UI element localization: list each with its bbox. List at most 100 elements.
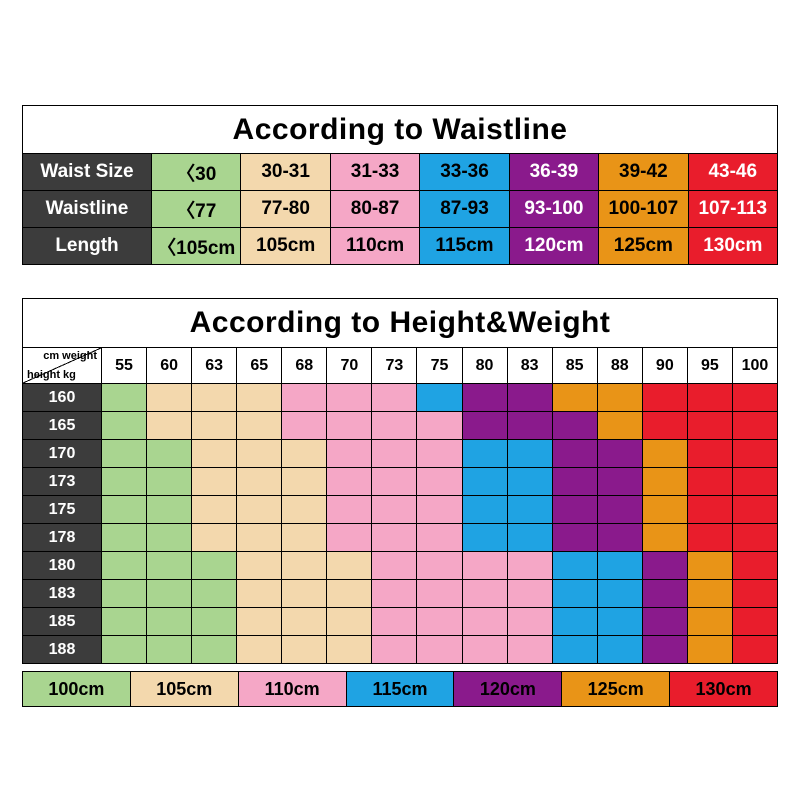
size-cell-100cm	[102, 552, 147, 579]
size-cell-130cm	[732, 636, 777, 663]
length-cell: 110cm	[330, 228, 420, 264]
size-cell-120cm	[552, 468, 597, 495]
size-cell-120cm	[552, 440, 597, 467]
waistline-cell: 87-93	[420, 191, 509, 227]
size-cell-105cm	[237, 384, 282, 411]
size-cell-130cm	[732, 468, 777, 495]
legend-item-115cm: 115cm	[346, 672, 454, 706]
size-cell-115cm	[417, 384, 462, 411]
size-cell-100cm	[102, 608, 147, 635]
size-cell-120cm	[462, 384, 507, 411]
size-cell-125cm	[687, 580, 732, 607]
size-cell-100cm	[147, 580, 192, 607]
size-cell-120cm	[597, 524, 642, 551]
size-cell-110cm	[462, 580, 507, 607]
size-cell-100cm	[147, 636, 192, 663]
weight-header-cell: 90	[642, 348, 687, 383]
size-cell-110cm	[372, 384, 417, 411]
waistline-table: According to Waistline Waist Size 〈30 30-3…	[22, 105, 778, 265]
size-cell-115cm	[597, 608, 642, 635]
size-cell-110cm	[417, 524, 462, 551]
size-cell-105cm	[327, 580, 372, 607]
length-cell: 120cm	[509, 228, 599, 264]
size-cell-100cm	[147, 552, 192, 579]
corner-weight-label: cm weight	[43, 350, 97, 362]
size-cell-110cm	[327, 468, 372, 495]
size-cell-120cm	[597, 496, 642, 523]
waist-size-cell: 36-39	[509, 154, 599, 190]
weight-header-cell: 55	[102, 348, 147, 383]
length-cell: 〈105cm	[152, 228, 241, 264]
size-cell-115cm	[507, 524, 552, 551]
size-cell-110cm	[282, 412, 327, 439]
waistline-cell: 93-100	[509, 191, 599, 227]
size-cell-105cm	[237, 552, 282, 579]
size-cell-125cm	[642, 524, 687, 551]
waist-size-cell: 30-31	[241, 154, 330, 190]
size-cell-100cm	[102, 524, 147, 551]
size-cell-105cm	[282, 608, 327, 635]
size-cell-110cm	[372, 524, 417, 551]
size-cell-120cm	[552, 524, 597, 551]
size-cell-110cm	[417, 608, 462, 635]
waist-size-cell: 39-42	[599, 154, 688, 190]
size-cell-130cm	[732, 608, 777, 635]
size-cell-110cm	[372, 468, 417, 495]
size-cell-120cm	[597, 468, 642, 495]
height-header-cell: 165	[23, 412, 101, 439]
height-header-cell: 178	[23, 524, 101, 551]
size-cell-100cm	[147, 468, 192, 495]
height-header-cell: 175	[23, 496, 101, 523]
size-cell-100cm	[147, 524, 192, 551]
size-cell-105cm	[327, 608, 372, 635]
size-cell-100cm	[147, 496, 192, 523]
size-cell-115cm	[462, 440, 507, 467]
waist-size-cell: 33-36	[420, 154, 509, 190]
height-header-cell: 173	[23, 468, 101, 495]
waist-size-cell: 43-46	[688, 154, 777, 190]
size-cell-110cm	[507, 608, 552, 635]
size-cell-105cm	[192, 468, 237, 495]
size-cell-110cm	[372, 440, 417, 467]
weight-header-cell: 70	[327, 348, 372, 383]
size-cell-105cm	[192, 384, 237, 411]
size-cell-110cm	[462, 636, 507, 663]
size-cell-115cm	[597, 580, 642, 607]
size-cell-105cm	[282, 524, 327, 551]
size-cell-125cm	[597, 412, 642, 439]
size-cell-120cm	[642, 580, 687, 607]
weight-header-cell: 60	[147, 348, 192, 383]
length-cell: 105cm	[241, 228, 330, 264]
legend-item-105cm: 105cm	[130, 672, 238, 706]
size-cell-105cm	[237, 440, 282, 467]
size-cell-110cm	[327, 496, 372, 523]
size-cell-100cm	[102, 496, 147, 523]
height-weight-title: According to Height&Weight	[23, 299, 777, 347]
weight-header-cell: 63	[192, 348, 237, 383]
size-cell-120cm	[642, 608, 687, 635]
weight-header-cell: 100	[732, 348, 777, 383]
size-cell-130cm	[732, 524, 777, 551]
size-cell-110cm	[462, 608, 507, 635]
weight-header-cell: 85	[552, 348, 597, 383]
size-cell-120cm	[642, 636, 687, 663]
size-cell-105cm	[282, 636, 327, 663]
height-header-cell: 185	[23, 608, 101, 635]
size-cell-125cm	[597, 384, 642, 411]
size-cell-125cm	[687, 636, 732, 663]
weight-header-cell: 65	[237, 348, 282, 383]
size-cell-105cm	[282, 580, 327, 607]
legend-item-120cm: 120cm	[454, 672, 562, 706]
size-cell-115cm	[597, 636, 642, 663]
size-cell-110cm	[372, 412, 417, 439]
size-cell-130cm	[732, 580, 777, 607]
size-cell-105cm	[147, 384, 192, 411]
row-header-waistline: Waistline	[23, 191, 151, 227]
size-cell-105cm	[327, 552, 372, 579]
size-cell-130cm	[732, 384, 777, 411]
size-cell-125cm	[552, 384, 597, 411]
weight-header-cell: 95	[687, 348, 732, 383]
size-cell-125cm	[687, 552, 732, 579]
weight-header-cell: 88	[597, 348, 642, 383]
